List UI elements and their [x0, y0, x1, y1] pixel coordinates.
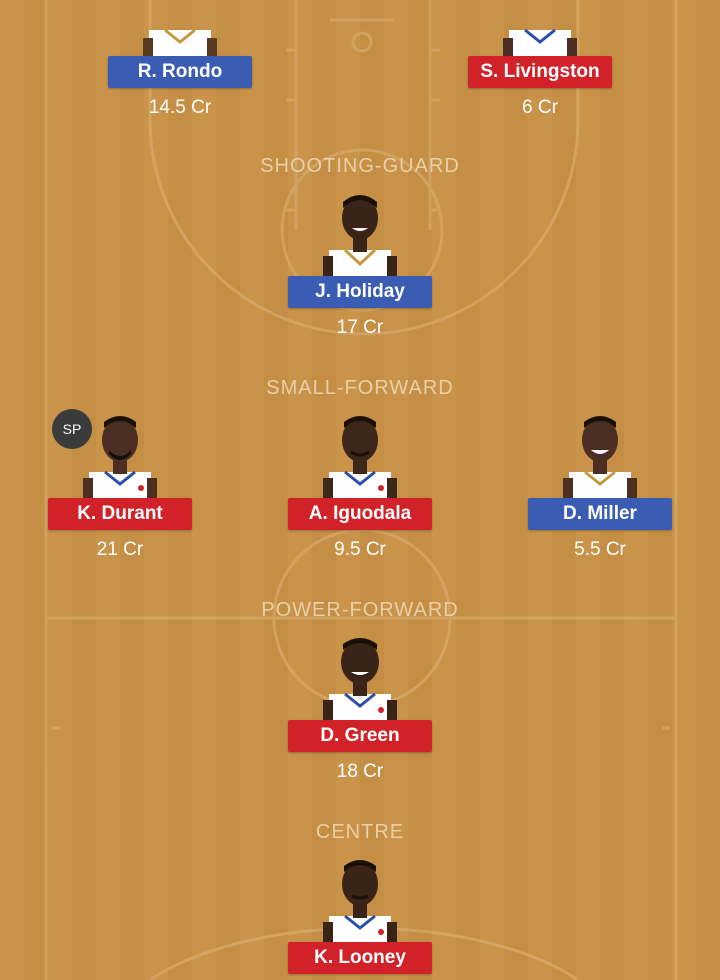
section-label-power-forward: POWER-FORWARD — [261, 599, 459, 621]
player-credits: 21 Cr — [96, 539, 144, 560]
player-credits: 5.5 Cr — [574, 539, 626, 560]
section-label-shooting-guard: SHOOTING-GUARD — [260, 155, 460, 177]
player-card-livingston[interactable]: S. Livingston 6 Cr — [465, 0, 615, 119]
player-avatar — [315, 412, 405, 498]
player-name-badge: K. Durant — [48, 498, 192, 530]
player-credits: 18 Cr — [336, 761, 384, 782]
player-name-badge: J. Holiday — [288, 276, 432, 308]
player-card-green[interactable]: D. Green 18 Cr — [285, 634, 435, 783]
player-name-badge: S. Livingston — [468, 56, 612, 88]
sp-badge: SP — [52, 409, 92, 449]
player-avatar — [75, 412, 165, 498]
player-card-durant[interactable]: K. Durant 21 Cr — [45, 412, 195, 561]
player-avatar — [315, 856, 405, 942]
player-name-badge: D. Green — [288, 720, 432, 752]
section-label-centre: CENTRE — [315, 821, 405, 843]
section-label-small-forward: SMALL-FORWARD — [266, 377, 454, 399]
player-name-badge: R. Rondo — [108, 56, 252, 88]
player-card-rondo[interactable]: R. Rondo 14.5 Cr — [105, 0, 255, 119]
player-credits: 17 Cr — [336, 317, 384, 338]
player-credits: 6 Cr — [522, 97, 558, 118]
player-avatar — [495, 0, 585, 56]
player-card-looney[interactable]: K. Looney — [285, 856, 435, 974]
player-credits: 14.5 Cr — [148, 97, 212, 118]
player-card-miller[interactable]: D. Miller 5.5 Cr — [525, 412, 675, 561]
player-card-iguodala[interactable]: A. Iguodala 9.5 Cr — [285, 412, 435, 561]
player-name-badge: K. Looney — [288, 942, 432, 974]
player-name-badge: A. Iguodala — [288, 498, 432, 530]
player-avatar — [555, 412, 645, 498]
player-card-holiday[interactable]: J. Holiday 17 Cr — [285, 190, 435, 339]
player-credits: 9.5 Cr — [334, 539, 386, 560]
player-avatar — [135, 0, 225, 56]
player-name-badge: D. Miller — [528, 498, 672, 530]
player-avatar — [315, 634, 405, 720]
player-avatar — [315, 190, 405, 276]
